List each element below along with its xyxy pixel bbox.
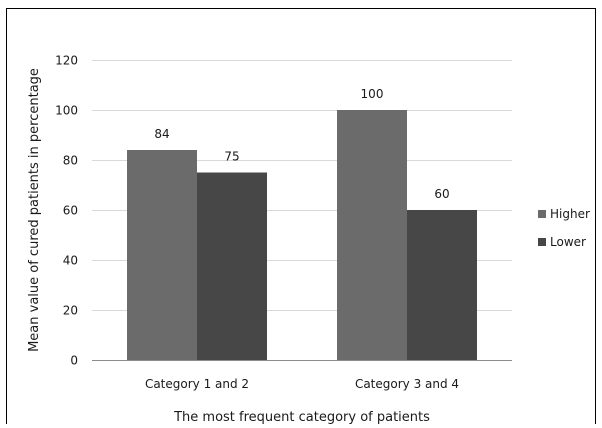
y-axis-title: Mean value of cured patients in percenta… [27, 68, 42, 352]
legend-label-higher: Higher [550, 207, 590, 221]
x-axis-title: The most frequent category of patients [173, 410, 430, 425]
y-tick-label: 100 [55, 104, 78, 118]
y-tick-label: 20 [63, 304, 78, 318]
legend-label-lower: Lower [550, 235, 586, 249]
bars [127, 110, 477, 360]
y-tick-label: 80 [63, 154, 78, 168]
x-tick-label: Category 3 and 4 [355, 377, 459, 391]
legend: Higher Lower [538, 207, 590, 249]
y-tick-label: 0 [70, 354, 78, 368]
y-tick-label: 120 [55, 54, 78, 68]
x-tick-labels: Category 1 and 2 Category 3 and 4 [145, 377, 459, 391]
bar-lower-1 [197, 172, 267, 360]
legend-swatch-lower [538, 238, 546, 246]
legend-swatch-higher [538, 210, 546, 218]
data-label: 84 [154, 127, 169, 141]
data-labels: 84 75 100 60 [154, 87, 449, 201]
y-tick-label: 60 [63, 204, 78, 218]
x-tick-label: Category 1 and 2 [145, 377, 249, 391]
bar-lower-2 [407, 210, 477, 360]
y-tick-label: 40 [63, 254, 78, 268]
bar-higher-1 [127, 150, 197, 360]
data-label: 75 [224, 150, 239, 164]
y-tick-labels: 0 20 40 60 80 100 120 [55, 54, 78, 368]
data-label: 60 [434, 187, 449, 201]
bar-higher-2 [337, 110, 407, 360]
chart-frame [6, 8, 596, 424]
data-label: 100 [361, 87, 384, 101]
